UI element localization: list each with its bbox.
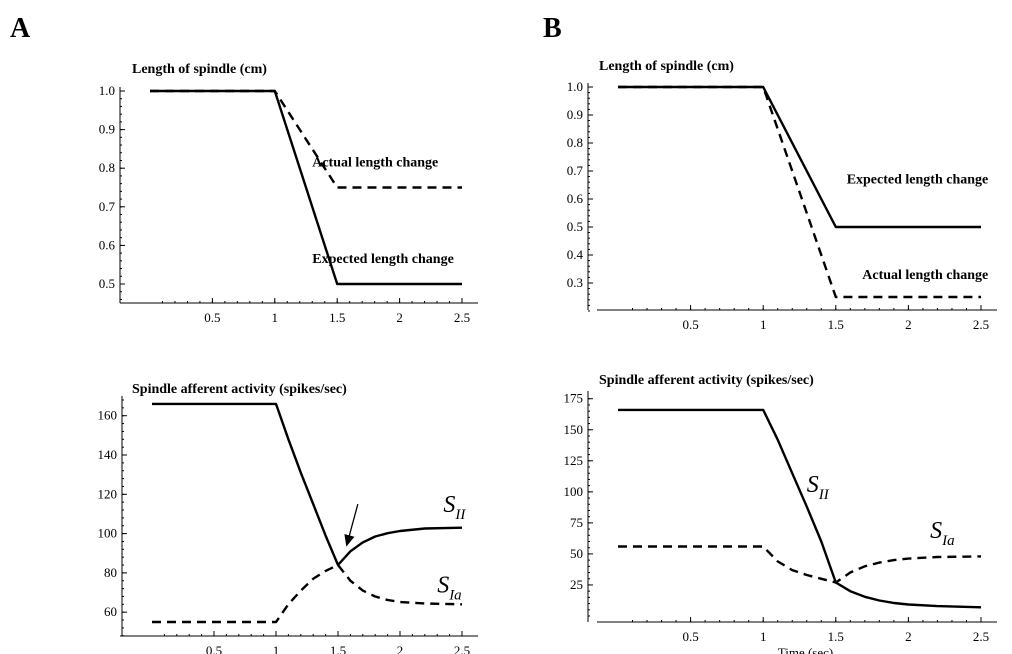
y-tick-label: 1.0 <box>567 79 583 94</box>
x-tick-label: 0.5 <box>682 317 698 332</box>
y-tick-label: 100 <box>564 484 584 499</box>
series-symbol: S <box>930 518 942 544</box>
x-tick-label: 1 <box>273 643 280 654</box>
chart-title: Length of spindle (cm) <box>599 59 734 74</box>
series-symbol: S <box>807 472 819 498</box>
x-tick-label: 2.5 <box>973 317 989 332</box>
y-tick-label: 0.7 <box>99 199 116 214</box>
y-tick-label: 60 <box>104 604 117 619</box>
y-tick-label: 150 <box>564 422 584 437</box>
y-tick-label: 0.3 <box>567 275 583 290</box>
chart-1: Length of spindle (cm) 0.5 0.6 0.7 0.8 0.9 1.0… <box>99 62 478 325</box>
chart-title: Length of spindle (cm) <box>132 62 267 77</box>
x-tick-label: 1 <box>760 317 767 332</box>
chart-2: Spindle afferent activity (spikes/sec) 60… <box>98 382 478 654</box>
pointer-arrow <box>344 503 359 547</box>
series-symbol-subscript: II <box>818 487 830 503</box>
chart-title: Spindle afferent activity (spikes/sec) <box>132 382 347 397</box>
x-tick-label: 2.5 <box>454 643 470 654</box>
x-tick-label: 2.5 <box>454 310 470 325</box>
series-symbol-annotation: SII <box>443 492 466 523</box>
y-tick-label: 75 <box>570 515 583 530</box>
series-line-1-solid <box>618 85 981 229</box>
x-tick-label: 2 <box>905 629 912 644</box>
series-line-2-dashed <box>618 545 982 584</box>
series-symbol: S <box>437 573 449 599</box>
panel-letter-a: A <box>10 13 31 44</box>
x-tick-label: 2 <box>397 643 404 654</box>
series-annotation: Actual length change <box>312 155 438 170</box>
y-tick-label: 50 <box>570 546 583 561</box>
x-tick-label: 0.5 <box>206 643 222 654</box>
y-tick-label: 0.9 <box>99 122 115 137</box>
y-tick-label: 100 <box>98 526 118 541</box>
series-symbol: S <box>443 492 455 518</box>
chart-3: Length of spindle (cm) 0.3 0.4 0.5 0.6 0.7 0.8… <box>567 59 997 332</box>
y-tick-label: 0.8 <box>99 160 115 175</box>
x-axis-label: Time (sec) <box>778 645 834 654</box>
x-tick-label: 1.5 <box>330 643 346 654</box>
x-tick-label: 0.5 <box>204 310 220 325</box>
series-symbol-annotation: SII <box>807 472 830 503</box>
series-annotation: Expected length change <box>312 252 454 267</box>
y-tick-label: 160 <box>98 408 118 423</box>
y-tick-label: 80 <box>104 565 117 580</box>
x-tick-label: 1.5 <box>329 310 345 325</box>
y-tick-label: 0.4 <box>567 247 584 262</box>
y-tick-label: 120 <box>98 486 118 501</box>
y-tick-label: 125 <box>564 453 584 468</box>
y-tick-label: 0.9 <box>567 107 583 122</box>
x-tick-label: 1.5 <box>828 317 844 332</box>
y-tick-label: 25 <box>570 577 583 592</box>
series-symbol-annotation: SIa <box>437 573 462 604</box>
y-tick-label: 0.6 <box>567 191 584 206</box>
y-tick-label: 0.5 <box>567 219 583 234</box>
series-symbol-annotation: SIa <box>930 518 955 549</box>
y-tick-label: 1.0 <box>99 83 115 98</box>
series-line-1-solid <box>618 408 982 609</box>
y-tick-label: 0.8 <box>567 135 583 150</box>
series-symbol-subscript: Ia <box>448 588 462 604</box>
x-tick-label: 1 <box>272 310 279 325</box>
y-tick-label: 140 <box>98 447 118 462</box>
series-annotation: Actual length change <box>862 268 988 283</box>
y-tick-label: 0.6 <box>99 237 116 252</box>
x-tick-label: 1 <box>760 629 767 644</box>
x-tick-label: 2.5 <box>973 629 989 644</box>
series-line-1-dashed <box>150 89 462 189</box>
panel-letter-b: B <box>543 13 562 44</box>
series-line-2-solid <box>150 89 462 286</box>
x-tick-label: 1.5 <box>828 629 844 644</box>
y-tick-label: 0.5 <box>99 276 115 291</box>
series-annotation: Expected length change <box>847 173 989 188</box>
y-tick-label: 0.7 <box>567 163 584 178</box>
series-line-2-dashed <box>152 563 463 624</box>
chart-4: Spindle afferent activity (spikes/sec)25… <box>564 373 997 654</box>
series-line-1-solid <box>152 402 463 567</box>
y-tick-label: 175 <box>564 391 584 406</box>
series-symbol-subscript: II <box>454 507 466 523</box>
x-tick-label: 2 <box>905 317 912 332</box>
x-tick-label: 0.5 <box>682 629 698 644</box>
x-tick-label: 2 <box>396 310 403 325</box>
series-symbol-subscript: Ia <box>941 533 955 549</box>
chart-title: Spindle afferent activity (spikes/sec) <box>599 373 814 388</box>
series-line-2-dashed <box>618 85 981 299</box>
